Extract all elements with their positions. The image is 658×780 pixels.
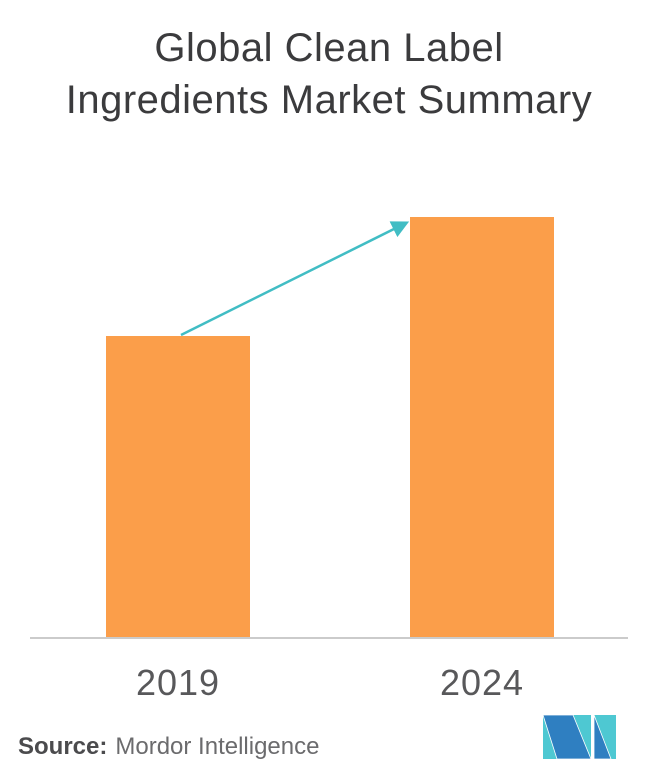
source-attribution: Source: Mordor Intelligence (18, 733, 319, 761)
bar-2024 (410, 217, 554, 638)
source-text: Mordor Intelligence (115, 733, 320, 760)
tick-label-2024: 2024 (439, 662, 525, 703)
x-axis-baseline (30, 637, 628, 639)
chart-title: Global Clean Label Ingredients Market Su… (65, 26, 593, 122)
bar-2019 (106, 336, 250, 638)
logo-i-blue-shape (593, 715, 612, 759)
mordor-intelligence-logo (543, 715, 616, 759)
tick-label-2019: 2019 (135, 662, 221, 703)
source-label: Source: (18, 733, 108, 760)
logo-m-blue-shape (543, 715, 592, 759)
